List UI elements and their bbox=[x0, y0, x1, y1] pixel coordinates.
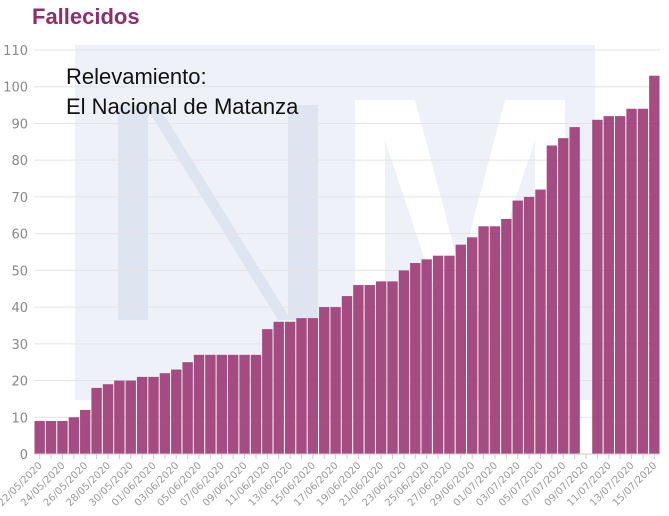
bar bbox=[614, 116, 626, 454]
bar bbox=[467, 237, 478, 454]
bar bbox=[455, 244, 467, 454]
source-annotation: Relevamiento: El Nacional de Matanza bbox=[66, 62, 298, 122]
bar bbox=[489, 226, 501, 454]
bar bbox=[478, 226, 489, 454]
bar bbox=[250, 354, 262, 454]
y-tick-label: 40 bbox=[11, 301, 28, 316]
bar bbox=[364, 285, 375, 454]
bar bbox=[375, 281, 387, 454]
bar bbox=[512, 200, 523, 454]
bar bbox=[501, 218, 512, 454]
y-tick-label: 100 bbox=[3, 81, 28, 96]
y-tick-label: 110 bbox=[3, 44, 28, 59]
watermark-letter-m bbox=[355, 100, 565, 320]
bar bbox=[626, 108, 637, 454]
bar bbox=[125, 380, 136, 454]
bar bbox=[57, 420, 68, 454]
bar bbox=[592, 119, 603, 455]
bar bbox=[307, 318, 319, 454]
bar bbox=[523, 196, 535, 454]
bar bbox=[227, 354, 239, 454]
annotation-line-1: Relevamiento: bbox=[66, 64, 207, 89]
bar bbox=[273, 321, 284, 454]
y-tick-label: 90 bbox=[11, 117, 28, 132]
bar bbox=[432, 255, 444, 454]
bar bbox=[341, 296, 353, 454]
y-tick-label: 20 bbox=[11, 375, 28, 390]
bar bbox=[68, 417, 80, 454]
annotation-line-2: El Nacional de Matanza bbox=[66, 94, 299, 119]
bar bbox=[569, 127, 580, 455]
bar bbox=[603, 116, 614, 454]
bar bbox=[546, 145, 558, 454]
y-tick-label: 80 bbox=[11, 154, 28, 169]
bar bbox=[148, 376, 159, 454]
bar bbox=[136, 376, 148, 454]
bar bbox=[330, 307, 341, 454]
bar bbox=[353, 285, 364, 454]
bar bbox=[114, 380, 125, 454]
bar bbox=[182, 362, 193, 454]
bar bbox=[171, 369, 182, 454]
bar bbox=[239, 354, 250, 454]
bar bbox=[421, 259, 432, 454]
bar bbox=[558, 138, 569, 455]
y-tick-label: 0 bbox=[20, 448, 28, 463]
bar bbox=[80, 409, 91, 454]
bar bbox=[45, 420, 57, 454]
bar bbox=[398, 270, 410, 454]
bar bbox=[319, 307, 330, 454]
y-tick-label: 50 bbox=[11, 264, 28, 279]
bar bbox=[410, 263, 421, 454]
bar bbox=[193, 354, 205, 454]
watermark-letter-n bbox=[118, 105, 318, 320]
bar bbox=[102, 384, 114, 454]
bar bbox=[91, 387, 102, 454]
bar bbox=[387, 281, 398, 454]
bar bbox=[649, 75, 660, 454]
bar bbox=[216, 354, 227, 454]
bar bbox=[262, 329, 273, 454]
bar bbox=[159, 373, 171, 454]
y-tick-label: 30 bbox=[11, 338, 28, 353]
y-tick-label: 70 bbox=[11, 191, 28, 206]
bar bbox=[637, 108, 649, 454]
bar bbox=[296, 318, 307, 454]
y-tick-label: 10 bbox=[11, 411, 28, 426]
y-tick-label: 60 bbox=[11, 228, 28, 243]
bar bbox=[205, 354, 216, 454]
bar bbox=[535, 189, 546, 454]
chart-title: Fallecidos bbox=[32, 4, 140, 29]
bar bbox=[444, 255, 455, 454]
bar bbox=[284, 321, 296, 454]
bar bbox=[34, 420, 45, 454]
